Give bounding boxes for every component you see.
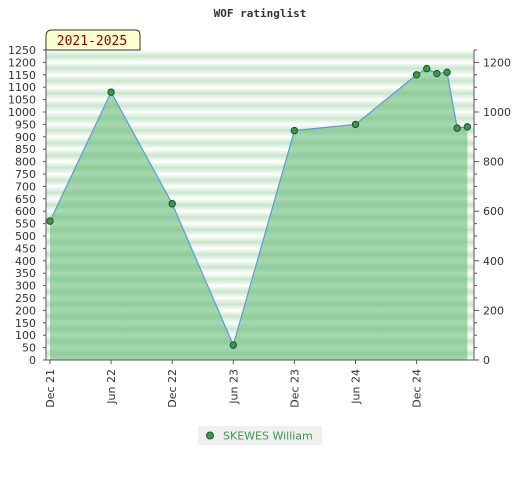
left-tick-label: 1250: [8, 44, 36, 57]
data-point: [433, 69, 441, 78]
right-tick-label: 1200: [483, 56, 511, 69]
area-fill: [50, 68, 468, 360]
x-tick-label: Dec 24: [411, 369, 424, 408]
range-label: 2021-2025: [57, 34, 127, 49]
left-tick-label: 950: [15, 118, 36, 131]
right-tick-label: 0: [483, 354, 490, 367]
x-tick-label: Dec 22: [166, 369, 179, 408]
y-axis-right: 0 200 400 600 800 1000 1200: [473, 49, 511, 367]
data-point: [463, 123, 472, 131]
data-point: [351, 120, 360, 129]
range-badge: 2021-2025: [45, 29, 141, 51]
left-tick-label: 150: [15, 317, 36, 330]
right-tick-label: 600: [483, 205, 504, 218]
data-point: [290, 126, 299, 135]
left-tick-label: 100: [15, 329, 36, 342]
data-point: [412, 71, 421, 79]
left-tick-label: 700: [15, 180, 36, 193]
x-tick-label: Jun 22: [105, 369, 118, 405]
chart-title: WOF ratinglist: [214, 7, 307, 20]
left-tick-label: 750: [15, 168, 36, 181]
data-point: [168, 200, 176, 208]
legend-label: SKEWES William: [223, 430, 313, 443]
right-tick-label: 400: [483, 255, 504, 268]
y-axis-left: 0501001502002503003504004505005506006507…: [8, 44, 47, 367]
data-point: [107, 88, 115, 96]
right-tick-label: 200: [483, 304, 504, 317]
grid-band: [46, 62, 474, 75]
x-tick-label: Dec 21: [44, 369, 57, 408]
left-tick-label: 450: [15, 242, 36, 255]
x-axis: Dec 21 Jun 22 Dec 22 Jun 23 Dec 23 Jun 24 Dec …: [44, 359, 474, 408]
left-tick-label: 1150: [8, 69, 36, 82]
x-tick-label: Jun 24: [350, 369, 363, 405]
left-tick-label: 300: [15, 280, 36, 293]
grid-band: [46, 99, 474, 112]
x-tick-label: Jun 23: [227, 369, 240, 405]
left-tick-label: 550: [15, 218, 36, 231]
left-tick-label: 900: [15, 131, 36, 144]
left-tick-label: 50: [22, 342, 36, 355]
left-tick-label: 800: [15, 156, 36, 169]
left-tick-label: 600: [15, 205, 36, 218]
right-tick-label: 1000: [483, 106, 511, 119]
left-tick-label: 1200: [8, 56, 36, 69]
data-point: [46, 217, 54, 225]
data-point: [229, 341, 238, 349]
right-tick-label: 800: [483, 156, 504, 169]
left-tick-label: 650: [15, 193, 36, 206]
left-tick-label: 1100: [8, 81, 36, 94]
grid-band: [46, 87, 474, 100]
legend-box: [198, 426, 322, 445]
grid-band: [46, 74, 474, 88]
left-tick-label: 250: [15, 292, 36, 305]
left-tick-label: 0: [29, 354, 36, 367]
left-tick-label: 350: [15, 267, 36, 280]
data-point: [453, 124, 461, 132]
left-tick-label: 400: [15, 255, 36, 268]
series-polyline: [49, 67, 468, 347]
data-points: [46, 64, 472, 349]
left-tick-label: 500: [15, 230, 36, 243]
left-tick-label: 200: [15, 304, 36, 317]
left-tick-label: 850: [15, 143, 36, 156]
left-tick-label: 1000: [8, 106, 36, 119]
left-tick-label: 1050: [8, 94, 36, 107]
data-point: [443, 68, 451, 77]
legend: SKEWES William: [198, 426, 322, 445]
series-area: [50, 68, 468, 360]
grid-band: [46, 50, 474, 63]
data-point: [423, 64, 431, 73]
series-line: [49, 67, 468, 347]
legend-marker-icon: [206, 431, 214, 440]
x-tick-label: Dec 23: [288, 369, 301, 408]
